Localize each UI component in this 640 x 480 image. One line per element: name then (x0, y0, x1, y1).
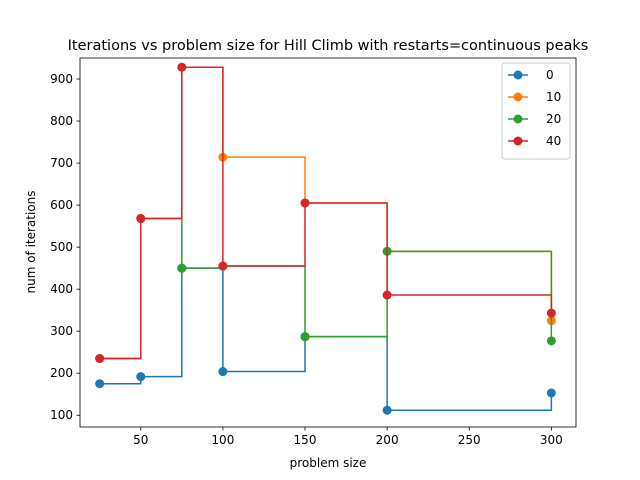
y-axis-title: num of iterations (24, 190, 38, 293)
legend: 0 10 20 40 (501, 62, 571, 160)
legend-marker-0 (513, 70, 523, 80)
data-point-40-150 (300, 198, 310, 208)
y-tick-label-600: 600 (50, 198, 73, 212)
legend-item-0: 0 (508, 68, 554, 82)
data-point-40-25 (95, 353, 105, 363)
x-tick-label-200: 200 (376, 433, 399, 447)
data-point-40-300 (546, 308, 556, 318)
data-point-20-300 (546, 336, 556, 346)
legend-label-0: 0 (546, 68, 554, 82)
y-tick-label-100: 100 (50, 408, 73, 422)
axes-frame (79, 57, 577, 428)
axes-layer: 50 100 150 200 250 30010020030040050060070080… (50, 57, 577, 447)
legend-item-40: 40 (508, 134, 561, 148)
legend-box (501, 62, 571, 160)
legend-label-10: 10 (546, 90, 561, 104)
y-tick-label-800: 800 (50, 114, 73, 128)
legend-marker-10 (513, 92, 523, 102)
series-40 (95, 62, 556, 363)
legend-marker-40 (513, 136, 523, 146)
x-tick-label-100: 100 (211, 433, 234, 447)
data-point-40-200 (382, 290, 392, 300)
data-point-0-200 (382, 405, 392, 415)
legend-marker-20 (513, 114, 523, 124)
data-point-40-50 (136, 214, 146, 224)
legend-label-20: 20 (546, 112, 561, 126)
x-tick-label-300: 300 (540, 433, 563, 447)
series-layer (95, 62, 556, 415)
x-axis-title: problem size (290, 456, 367, 470)
data-point-40-100 (218, 261, 228, 271)
data-point-0-100 (218, 367, 228, 377)
x-tick-label-150: 150 (294, 433, 317, 447)
y-tick-label-900: 900 (50, 72, 73, 86)
data-point-20-75 (177, 263, 187, 273)
y-tick-label-200: 200 (50, 366, 73, 380)
x-tick-label-250: 250 (458, 433, 481, 447)
legend-item-10: 10 (508, 90, 561, 104)
y-tick-label-400: 400 (50, 282, 73, 296)
legend-label-40: 40 (546, 134, 561, 148)
legend-item-20: 20 (508, 112, 561, 126)
data-point-20-150 (300, 332, 310, 342)
data-point-0-25 (95, 379, 105, 389)
chart-title: Iterations vs problem size for Hill Clim… (68, 38, 589, 54)
data-point-0-50 (136, 372, 146, 382)
x-tick-label-50: 50 (133, 433, 148, 447)
plot-area (80, 58, 576, 427)
data-point-0-300 (546, 388, 556, 398)
y-tick-label-700: 700 (50, 156, 73, 170)
y-tick-label-500: 500 (50, 240, 73, 254)
y-tick-label-300: 300 (50, 324, 73, 338)
data-point-40-75 (177, 62, 187, 72)
